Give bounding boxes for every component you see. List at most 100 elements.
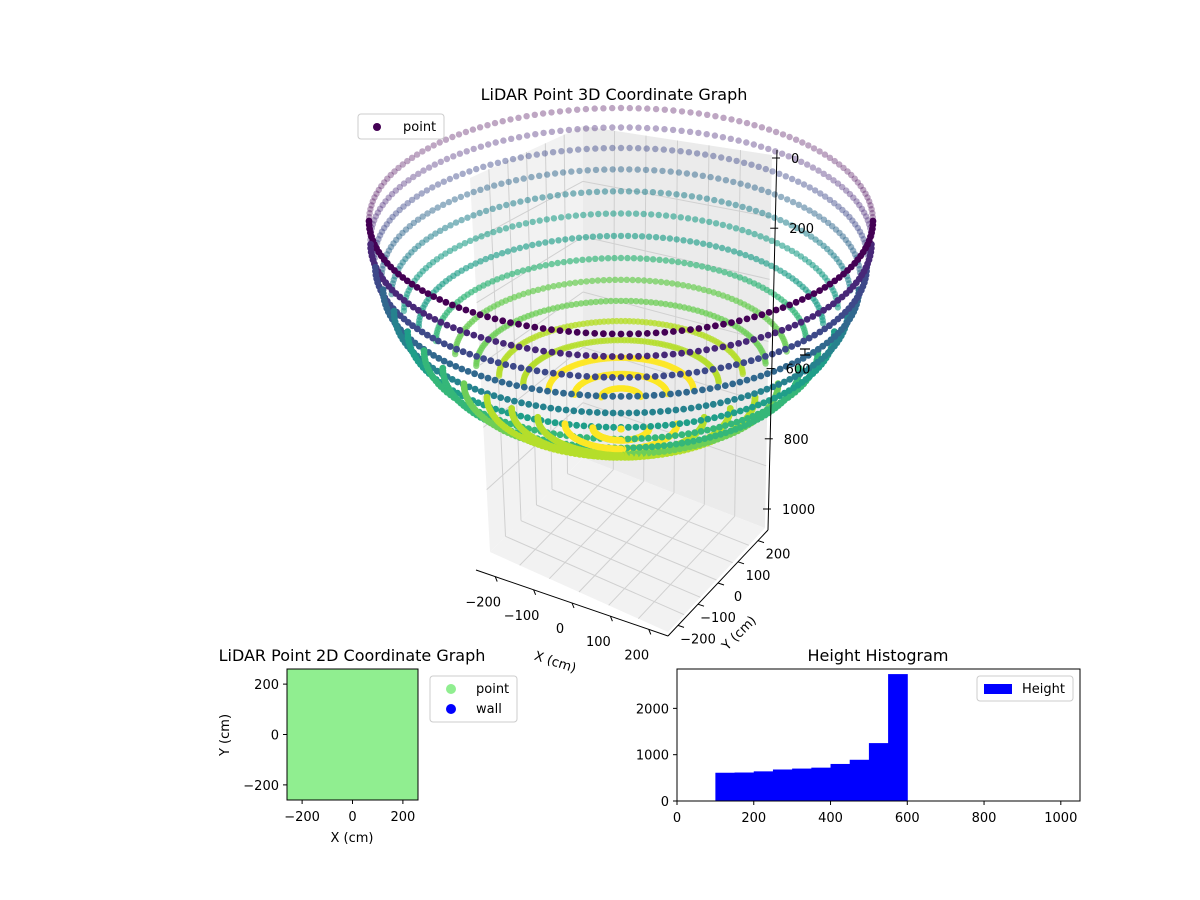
bowl-point [791, 321, 799, 329]
bowl-point [652, 234, 660, 241]
bowl-point [635, 105, 642, 112]
bowl-point [625, 188, 633, 195]
bowl-point [510, 200, 517, 207]
bowl-point [791, 373, 799, 381]
bowl-point [735, 317, 743, 325]
bowl-point [846, 190, 854, 198]
y-tick-3d [757, 540, 765, 544]
bowl-point [762, 165, 769, 173]
bowl-point [392, 187, 399, 194]
bowl-point [607, 297, 615, 305]
bowl-point [768, 237, 775, 244]
bowl-point [525, 400, 533, 408]
bowl-point [743, 315, 751, 323]
bowl-point [611, 254, 618, 262]
bowl-point [500, 340, 507, 347]
bowl-point [635, 352, 642, 360]
y-tick-3d [697, 603, 705, 607]
bowl-point [674, 281, 681, 288]
bowl-point [540, 129, 547, 137]
bowl-point [566, 147, 573, 154]
bowl-point [864, 217, 871, 224]
y-tick-label-3d: −100 [700, 611, 736, 626]
bowl-point [687, 260, 694, 268]
bowl-point [466, 350, 474, 358]
bowl-point [669, 126, 677, 134]
bowl-point [763, 385, 771, 393]
bowl-point [645, 434, 652, 442]
bowl-point [431, 316, 439, 323]
bowl-point [602, 210, 610, 217]
bowl-point [577, 278, 585, 286]
bowl-point [504, 248, 512, 255]
bowl-point [396, 206, 403, 214]
bowl-point [675, 258, 682, 266]
bowl-point [727, 420, 735, 428]
bowl-point [744, 415, 751, 422]
bowl-point [591, 105, 598, 112]
x-tick-3d [571, 602, 575, 609]
bowl-point [732, 225, 740, 232]
bowl-point [757, 143, 765, 150]
bowl-point [498, 407, 506, 415]
x-tick-label-hist: 600 [895, 811, 920, 826]
bowl-point [699, 217, 706, 224]
bowl-point [626, 166, 633, 173]
bowl-point [600, 105, 607, 112]
y-tick-3d [717, 582, 725, 586]
bowl-point [645, 233, 653, 240]
z-axis-line [767, 149, 778, 531]
bowl-point [373, 190, 380, 197]
bowl-point [639, 423, 647, 431]
bowl-point [381, 179, 388, 186]
bowl-point [617, 210, 625, 217]
bowl-point [413, 284, 421, 291]
bowl-point [490, 228, 497, 236]
bowl-point [687, 238, 694, 245]
bowl-point [456, 326, 464, 334]
bowl-point [693, 368, 701, 376]
bowl-point [425, 313, 433, 320]
legend-3d-label: point [403, 120, 436, 135]
y-axis-label-2d: Y (cm) [218, 714, 233, 757]
bowl-point [669, 350, 677, 358]
bowl-point [763, 260, 770, 267]
bowl-point [609, 104, 616, 112]
bowl-point [503, 272, 511, 279]
bowl-point [420, 310, 428, 317]
bowl-point [834, 180, 842, 187]
bowl-point [548, 260, 555, 268]
bowl-point [864, 194, 871, 201]
bowl-point [446, 343, 454, 350]
bowl-point [810, 349, 817, 356]
bowl-point [661, 126, 668, 133]
bowl-point [660, 372, 668, 380]
bowl-point [786, 376, 794, 383]
bowl-point [570, 407, 578, 415]
bowl-point [545, 284, 552, 291]
bowl-point [651, 373, 659, 380]
legend-2d-label-wall: wall [476, 702, 502, 717]
ticks-3d: −200−1000100200−200−10001002000200600800… [465, 152, 815, 663]
bowl-point [548, 128, 556, 135]
bowl-point [699, 172, 706, 179]
bowl-point [662, 257, 669, 264]
histogram-bar [772, 769, 793, 801]
bowl-point [695, 347, 702, 355]
bowl-point [677, 370, 684, 378]
bowl-point [700, 240, 707, 247]
bowl-point [697, 417, 705, 424]
bowl-point [652, 278, 659, 285]
bowl-point [573, 328, 581, 336]
bowl-point [462, 306, 470, 314]
bowl-point [703, 323, 711, 331]
bowl-point [668, 258, 676, 265]
x-tick-label-3d: 0 [556, 622, 564, 637]
bowl-point [691, 387, 698, 395]
bowl-point [788, 360, 796, 368]
bowl-point [728, 116, 735, 123]
bowl-point [520, 175, 527, 182]
bowl-point [522, 220, 530, 227]
bowl-point [366, 209, 373, 217]
bowl-point [651, 434, 659, 442]
